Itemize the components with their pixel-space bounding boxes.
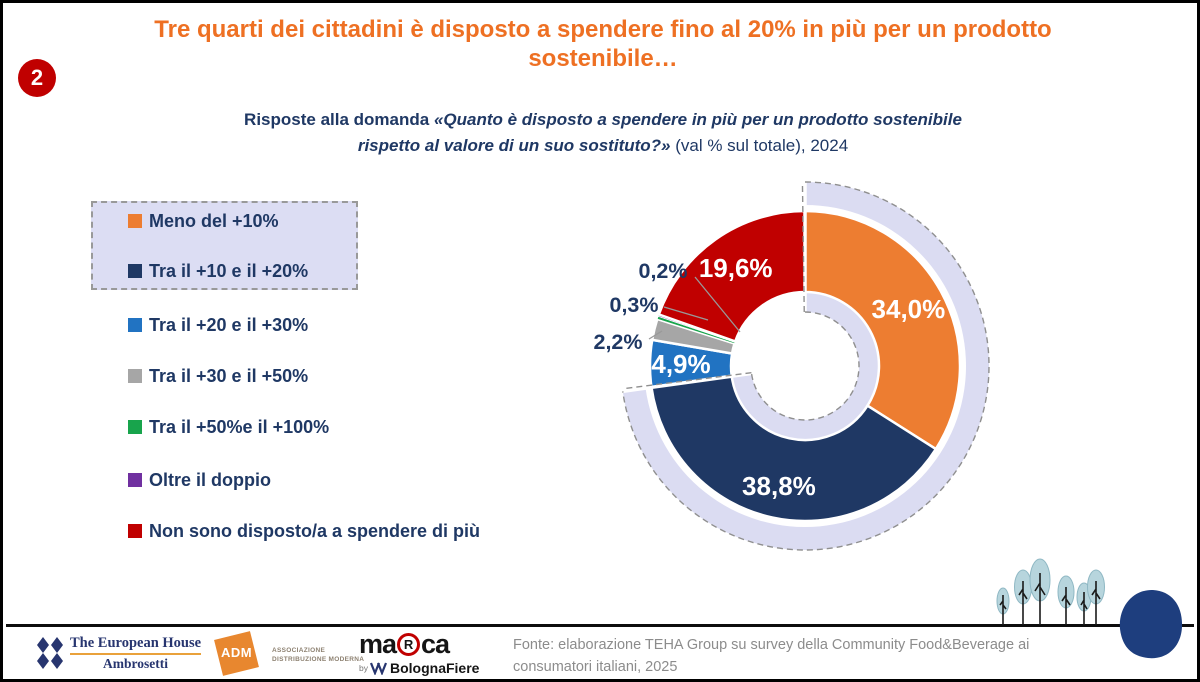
legend-item: Oltre il doppio xyxy=(128,470,271,490)
legend-label: Non sono disposto/a a spendere di più xyxy=(149,520,481,541)
legend-label: Oltre il doppio xyxy=(149,469,271,490)
highlight-dashed-border xyxy=(622,371,752,390)
teha-logo-mark-icon xyxy=(37,636,63,669)
adm-caption-line2: DISTRIBUZIONE MODERNA xyxy=(272,656,365,664)
slice-value-label-2: 4,9% xyxy=(651,349,710,379)
adm-abbr: ADM xyxy=(220,645,253,660)
legend-swatch-icon xyxy=(128,473,142,487)
highlight-dashed-border xyxy=(750,311,860,421)
donut-slice-6 xyxy=(657,209,807,343)
highlight-dashed-border xyxy=(622,181,990,551)
slice-value-label-5: 0,2% xyxy=(638,259,687,283)
question-lead: Risposte alla domanda xyxy=(244,110,434,129)
donut-slice-0 xyxy=(803,209,962,451)
question-unit-year: (val % sul totale), 2024 xyxy=(670,136,849,156)
legend-swatch-icon xyxy=(128,264,142,278)
legend-item: Tra il +20 e il +30% xyxy=(128,315,308,335)
legend-swatch-icon xyxy=(128,318,142,332)
legend-swatch-icon xyxy=(128,420,142,434)
donut-chart: 34,0% 38,8% 4,9% 2,2% 0,3% 0,2% 19,6% xyxy=(543,161,1063,591)
legend-label: Tra il +10 e il +20% xyxy=(149,260,309,281)
label-leader-line xyxy=(663,306,709,321)
highlight-gap xyxy=(618,371,756,394)
label-leader-line xyxy=(648,330,663,340)
bolognafiere-name: BolognaFiere xyxy=(389,660,480,676)
marca-pre: ma xyxy=(359,629,397,659)
highlight-dashed-border xyxy=(801,182,805,313)
legend-label: Tra il +20 e il +30% xyxy=(149,314,309,335)
bolognafiere-mark-icon xyxy=(369,662,388,675)
tree-trunks xyxy=(999,573,1101,625)
legend-item: Meno del +10% xyxy=(128,211,279,231)
legend-label: Meno del +10% xyxy=(149,210,279,231)
legend-swatch-icon xyxy=(128,524,142,538)
source-text: Fonte: elaborazione TEHA Group su survey… xyxy=(513,637,1030,675)
marca-registered-icon: R xyxy=(397,633,421,656)
legend-swatch-icon xyxy=(128,369,142,383)
chart-question: Risposte alla domanda «Quanto è disposto… xyxy=(3,107,1197,160)
legend-item: Tra il +30 e il +50% xyxy=(128,366,308,386)
trees-decoration xyxy=(996,558,1183,659)
adm-caption-line1: ASSOCIAZIONE xyxy=(272,647,326,654)
donut-slice-1 xyxy=(650,374,938,523)
legend-label: Tra il +50%e il +100% xyxy=(149,416,330,437)
slice-value-label-1: 38,8% xyxy=(742,471,816,501)
adm-caption: ASSOCIAZIONE DISTRIBUZIONE MODERNA xyxy=(272,646,364,664)
slice-value-label-3: 2,2% xyxy=(593,330,642,354)
donut-svg: 34,0% 38,8% 4,9% 2,2% 0,3% 0,2% 19,6% xyxy=(593,178,990,551)
legend-item: Tra il +50%e il +100% xyxy=(128,417,329,437)
marca-by: by xyxy=(359,663,368,673)
legend-label: Tra il +30 e il +50% xyxy=(149,365,309,386)
slice-value-label-4: 0,3% xyxy=(609,293,658,317)
question-quote-line1: «Quanto è disposto a spendere in più per… xyxy=(433,110,962,129)
label-leader-line xyxy=(694,276,741,333)
legend-item: Non sono disposto/a a spendere di più xyxy=(128,521,480,541)
slide-number: 2 xyxy=(30,65,44,90)
legend: Meno del +10% Tra il +10 e il +20% Tra il … xyxy=(91,201,531,561)
legend-swatch-icon xyxy=(128,214,142,228)
slide-number-badge: 2 xyxy=(18,59,56,97)
footer-divider xyxy=(6,624,1194,627)
blob-decoration xyxy=(1119,589,1183,659)
teha-logo-text: The European House Ambrosetti xyxy=(70,635,202,672)
slice-value-label-0: 34,0% xyxy=(872,294,946,324)
teha-logo: The European House Ambrosetti xyxy=(36,635,202,672)
teha-line1: The European House xyxy=(70,635,202,655)
slice-value-label-6: 19,6% xyxy=(699,253,773,283)
legend-item: Tra il +10 e il +20% xyxy=(128,261,308,281)
marca-post: ca xyxy=(421,629,450,659)
adm-logo: ADM ASSOCIAZIONE DISTRIBUZIONE MODERNA xyxy=(214,631,366,678)
slide-title: Tre quarti dei cittadini è disposto a sp… xyxy=(154,16,1052,73)
teha-line2: Ambrosetti xyxy=(103,656,169,671)
bolognafiere-logo: by BolognaFiere xyxy=(359,660,509,676)
question-quote-line2: rispetto al valore di un suo sostituto?» xyxy=(357,136,671,156)
